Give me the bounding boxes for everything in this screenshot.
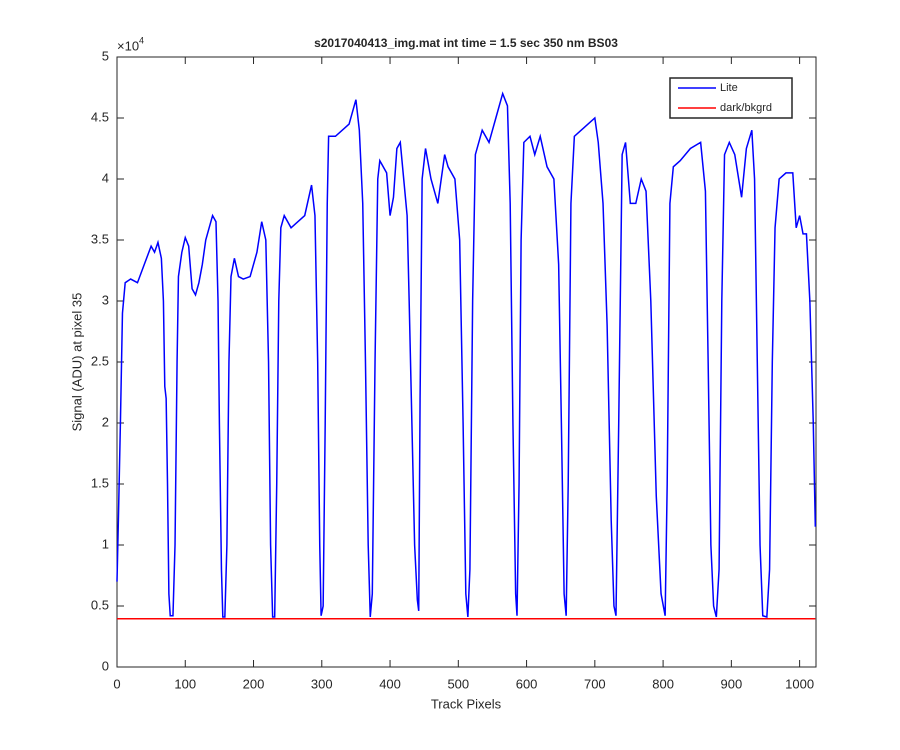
y-tick-label: 4.5: [91, 109, 109, 124]
y-tick-label: 0: [102, 658, 109, 673]
legend-box: [669, 77, 793, 119]
legend-label: Lite: [720, 82, 738, 94]
legend-label: dark/bkgrd: [720, 102, 772, 114]
y-tick-label: 3: [102, 292, 109, 307]
y-tick-label: 0.5: [91, 597, 109, 612]
x-tick-label: 0: [113, 676, 120, 691]
y-tick-label: 4: [102, 170, 109, 185]
x-tick-label: 200: [243, 676, 265, 691]
y-tick-label: 1.5: [91, 475, 109, 490]
y-multiplier-exponent: 4: [139, 35, 144, 45]
x-axis-label: Track Pixels: [431, 696, 502, 711]
data-line: [116, 91, 817, 618]
x-tick-label: 500: [447, 676, 469, 691]
y-multiplier: ×10: [117, 38, 139, 53]
y-tick-label: 2: [102, 414, 109, 429]
x-tick-label: 800: [652, 676, 674, 691]
x-tick-label: 300: [311, 676, 333, 691]
chart-title: s2017040413_img.mat int time = 1.5 sec 3…: [314, 36, 618, 50]
y-tick-label: 2.5: [91, 353, 109, 368]
x-tick-label: 1000: [785, 676, 814, 691]
y-tick-label: 1: [102, 536, 109, 551]
x-tick-label: 600: [516, 676, 538, 691]
x-tick-label: 100: [174, 676, 196, 691]
y-tick-label: 5: [102, 48, 109, 63]
y-axis-label: Signal (ADU) at pixel 35: [69, 293, 84, 432]
x-tick-label: 700: [584, 676, 606, 691]
plot-area: [116, 56, 817, 668]
x-tick-label: 900: [721, 676, 743, 691]
y-tick-label: 3.5: [91, 231, 109, 246]
x-tick-label: 400: [379, 676, 401, 691]
